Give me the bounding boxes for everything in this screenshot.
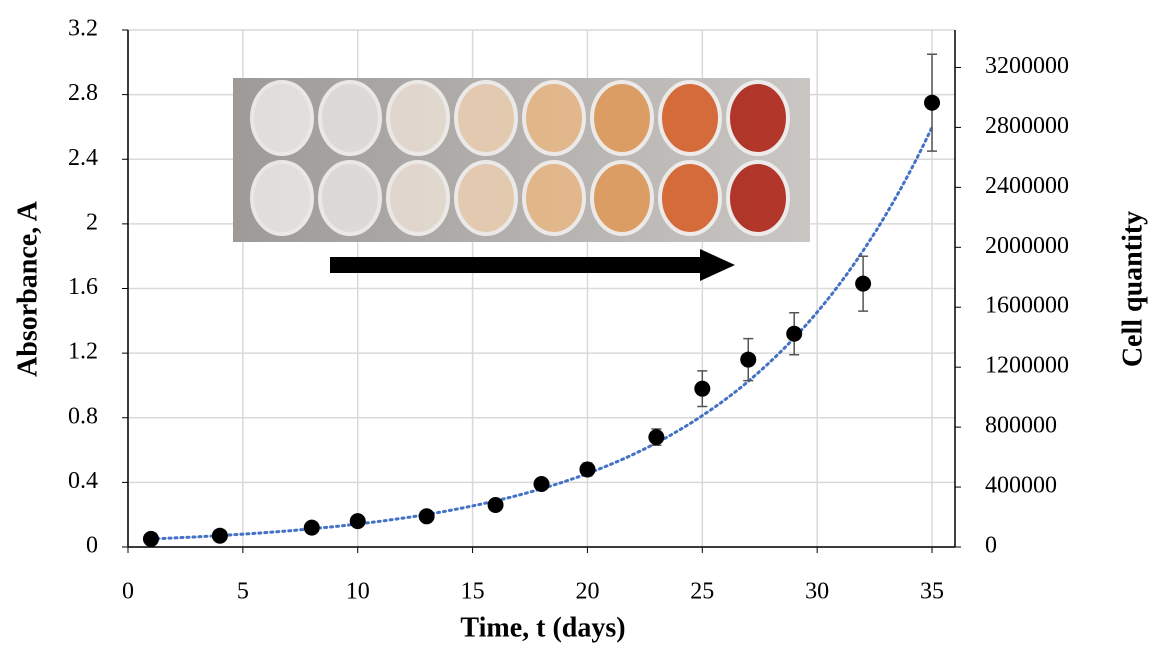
x-tick-label: 25: [690, 579, 714, 605]
y-axis-title: Absorbance, A: [12, 200, 43, 377]
well: [522, 160, 586, 236]
data-point: [349, 513, 366, 530]
x-tick-label: 5: [237, 579, 249, 605]
well: [250, 160, 314, 236]
well: [726, 160, 790, 236]
y2-tick-label: 800000: [985, 413, 1057, 439]
y2-tick-label: 2400000: [985, 173, 1069, 199]
well: [318, 160, 382, 236]
data-point: [648, 429, 665, 446]
data-point: [924, 94, 941, 111]
inset-photo: [233, 78, 810, 242]
y-tick-label: 2.8: [68, 80, 98, 106]
x-tick-label: 0: [122, 579, 134, 605]
y2-axis-title: Cell quantity: [1117, 211, 1148, 367]
x-axis-title: Time, t (days): [460, 612, 625, 643]
data-point: [740, 351, 757, 368]
well: [590, 160, 654, 236]
y-tick-label: 2: [86, 209, 98, 235]
data-point: [142, 530, 159, 547]
y2-tick-label: 1600000: [985, 293, 1069, 319]
data-point: [533, 475, 550, 492]
well: [318, 80, 382, 156]
y-tick-label: 2.4: [68, 145, 98, 171]
y2-tick-label: 1200000: [985, 353, 1069, 379]
y-tick-label: 1.2: [68, 339, 98, 365]
data-point: [418, 508, 435, 525]
well: [454, 80, 518, 156]
data-point: [579, 461, 596, 478]
data-point: [303, 519, 320, 536]
y-tick-label: 0: [86, 533, 98, 559]
well: [454, 160, 518, 236]
well: [250, 80, 314, 156]
x-tick-label: 15: [461, 579, 485, 605]
well: [658, 80, 722, 156]
data-point: [855, 275, 872, 292]
x-tick-label: 35: [920, 579, 944, 605]
well: [658, 160, 722, 236]
well: [386, 160, 450, 236]
data-point: [487, 496, 504, 513]
arrow: [330, 249, 735, 281]
well: [590, 80, 654, 156]
y2-tick-label: 3200000: [985, 53, 1069, 79]
y2-tick-label: 400000: [985, 473, 1057, 499]
data-point: [786, 325, 803, 342]
y2-tick-label: 2800000: [985, 113, 1069, 139]
data-point: [211, 527, 228, 544]
y-tick-label: 0.4: [68, 468, 98, 494]
well: [522, 80, 586, 156]
x-tick-label: 10: [346, 579, 370, 605]
x-tick-label: 20: [575, 579, 599, 605]
x-tick-label: 30: [805, 579, 829, 605]
data-point: [694, 380, 711, 397]
y-tick-label: 3.2: [68, 16, 98, 42]
y-tick-label: 0.8: [68, 403, 98, 429]
well: [386, 80, 450, 156]
well: [726, 80, 790, 156]
y-tick-label: 1.6: [68, 274, 98, 300]
y2-tick-label: 2000000: [985, 233, 1069, 259]
y2-tick-label: 0: [985, 533, 997, 559]
